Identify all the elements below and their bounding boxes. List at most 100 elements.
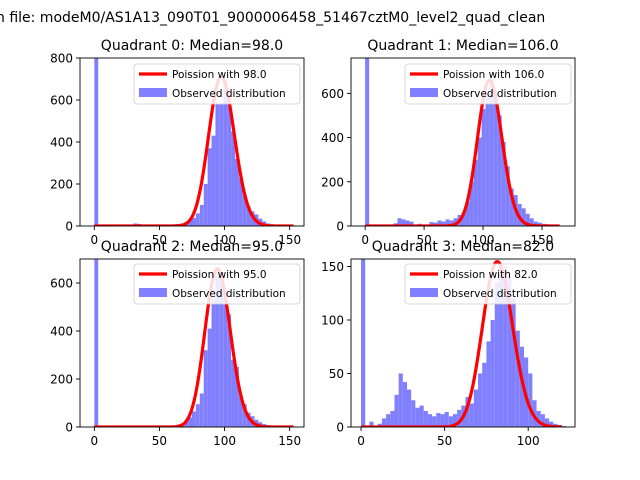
histogram-bar (489, 84, 494, 226)
histogram-bar (433, 222, 438, 226)
histogram-bar (415, 407, 420, 427)
histogram-bar (402, 382, 407, 427)
legend-entry-poisson: Poission with 95.0 (172, 269, 267, 281)
legend-entry-poisson: Poission with 82.0 (443, 269, 538, 281)
histogram-bar (437, 220, 442, 226)
histogram-bar (238, 395, 243, 427)
histogram-bar (419, 405, 424, 427)
histogram-bar (469, 181, 474, 226)
plot-area (94, 58, 294, 226)
histogram-bar (536, 410, 541, 427)
histogram-bar (427, 414, 433, 427)
histogram-bar (501, 142, 506, 226)
histogram-bar (203, 350, 208, 427)
histogram-bar (195, 404, 200, 427)
histogram-bar (207, 328, 212, 427)
legend-box (404, 263, 572, 305)
histogram-bar (511, 298, 516, 427)
subplot-3: 0 50 100 0 50 100 150 Quadrant 3: Median=82.0 Po… (321, 239, 576, 448)
histogram-bar (361, 259, 366, 427)
histogram-bar (461, 212, 466, 226)
legend-box (133, 63, 301, 105)
histogram-bar (223, 292, 228, 427)
histogram-bar (532, 400, 537, 427)
histogram-bar (544, 418, 550, 427)
subplot-title: Quadrant 0: Median=98.0 (101, 38, 283, 54)
histogram-bar (365, 58, 370, 226)
histogram-bar (507, 277, 512, 427)
histogram-bar (242, 194, 247, 226)
histogram-bar (540, 414, 545, 427)
legend-entry-observed: Observed distribution (172, 88, 286, 100)
histogram-bar (477, 137, 482, 226)
histogram-bar (549, 421, 554, 427)
histogram-bar (525, 213, 530, 226)
y-tick-label: 600 (50, 277, 73, 291)
poisson-line (361, 260, 562, 427)
histogram-bar (398, 373, 403, 427)
plot-area (94, 259, 294, 427)
histogram-bar (381, 418, 387, 427)
histogram-bar (192, 218, 196, 226)
histogram-bar (440, 414, 445, 427)
y-tick-label: 50 (329, 367, 344, 381)
y-tick-label: 400 (50, 136, 73, 150)
y-tick-label: 0 (336, 421, 344, 435)
x-tick-label: 100 (517, 434, 540, 448)
histogram-bar (188, 220, 192, 226)
histogram-bar (521, 208, 526, 226)
histogram-bar (465, 397, 470, 427)
legend: Poission with 98.0 Observed distribution (133, 63, 301, 105)
histogram-bar (234, 367, 239, 427)
histogram-bar (432, 416, 437, 427)
legend-entry-observed: Observed distribution (443, 88, 557, 100)
y-tick-label: 400 (321, 131, 344, 145)
poisson-line (364, 78, 561, 226)
histogram-bar (528, 373, 533, 427)
subplot-title: Quadrant 1: Median=106.0 (367, 38, 558, 54)
histogram-bar (473, 389, 479, 427)
histogram-bar (242, 404, 247, 427)
subplot-title: Quadrant 3: Median=82.0 (372, 239, 554, 255)
histogram-bar (452, 414, 458, 427)
histogram-bar (397, 218, 402, 226)
y-tick-label: 800 (50, 52, 73, 66)
legend: Poission with 95.0 Observed distribution (133, 263, 301, 305)
legend-bar-swatch (139, 88, 167, 97)
y-tick-label: 200 (321, 175, 344, 189)
histogram-bar (211, 135, 216, 226)
histogram-bar (481, 108, 486, 226)
histogram-bar (203, 184, 208, 226)
y-tick-label: 150 (321, 260, 344, 274)
legend-entry-poisson: Poission with 98.0 (172, 69, 267, 81)
subplot-0: 0 50 100 150 0 200 400 600 800 Quadrant 0: Median… (50, 38, 305, 247)
poisson-line (94, 267, 294, 427)
axes-root: 0 50 100 150 0 200 400 600 800 Quadrant 0: Median… (50, 38, 576, 448)
x-tick-label: 0 (361, 233, 369, 247)
x-tick-label: 0 (357, 434, 365, 448)
histogram-bar (436, 413, 441, 427)
histogram-bar (207, 148, 212, 226)
y-tick-label: 200 (50, 178, 73, 192)
histogram-bar (503, 266, 508, 427)
histogram-bar (497, 115, 502, 226)
histogram-bar (515, 330, 520, 427)
x-tick-label: 150 (278, 233, 301, 247)
legend-bar-swatch (410, 288, 438, 297)
x-tick-label: 150 (531, 233, 554, 247)
histogram-bar (188, 417, 192, 427)
histogram-bar (409, 221, 414, 226)
histogram-bar (369, 421, 374, 427)
legend-entry-observed: Observed distribution (172, 288, 286, 300)
histogram-bar (407, 389, 412, 427)
histogram-bar (377, 423, 382, 427)
legend-bar-swatch (410, 88, 438, 97)
histogram-bar (486, 341, 491, 427)
histogram-bar (498, 266, 504, 427)
histogram-bar (394, 394, 399, 427)
histogram-bar (219, 104, 224, 226)
histogram-bar (533, 221, 538, 226)
y-tick-label: 0 (65, 220, 73, 234)
axes-frame (79, 258, 305, 428)
